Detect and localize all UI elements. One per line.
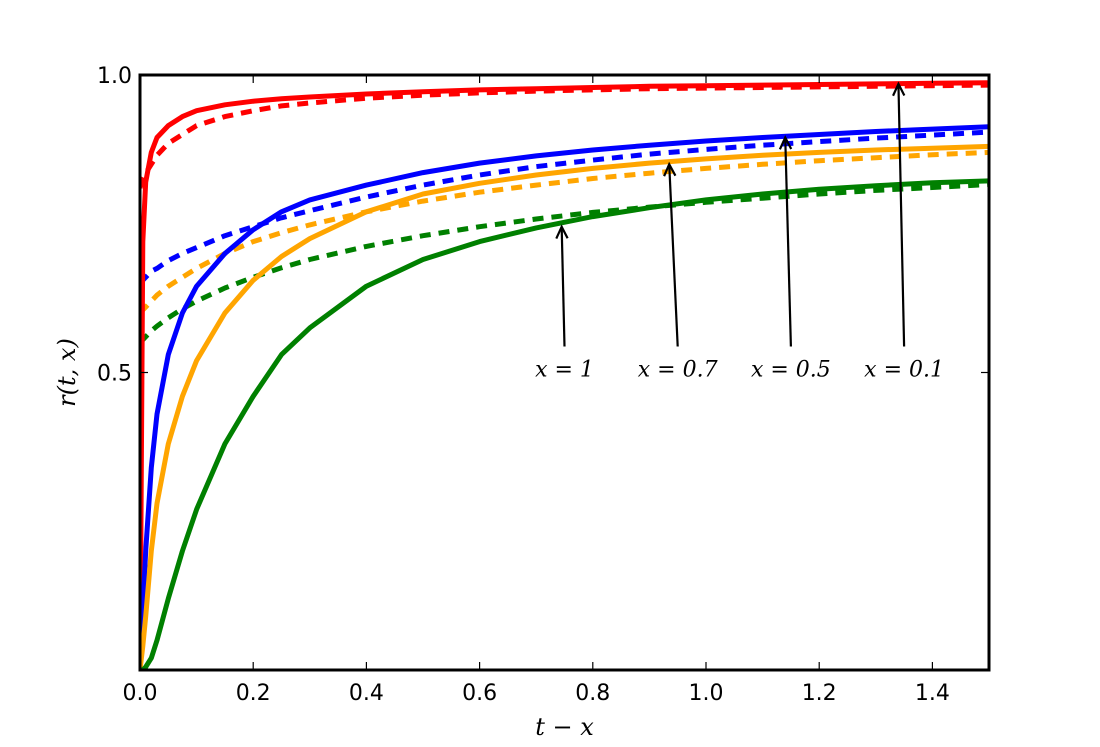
annotation-arrow-shaft — [897, 83, 906, 347]
x-axis-label: t − x — [535, 713, 594, 741]
series-line-x01_solid — [140, 80, 989, 670]
series-layer — [140, 80, 989, 670]
annotation-arrow-shaft — [784, 137, 792, 347]
x-tick-label: 1.0 — [689, 681, 724, 706]
x-tick-label: 0.8 — [575, 681, 610, 706]
annotation-label: x = 0.1 — [864, 358, 944, 383]
series-line-x1_dashed — [140, 182, 989, 345]
annotation-label: x = 0.7 — [638, 358, 718, 383]
series-line-x05_solid — [140, 124, 989, 670]
x-tick-label: 0.6 — [462, 681, 497, 706]
annotation-arrow-head — [892, 81, 906, 97]
x-tick-label: 0.0 — [123, 681, 158, 706]
y-axis-label: r(t, x) — [53, 338, 81, 407]
series-line-x07_dashed — [140, 149, 989, 315]
annotation-layer: x = 1 x = 0.7 x = 0.5 x = 0.1 — [535, 81, 944, 383]
annotation-arrow-head — [778, 134, 793, 150]
series-line-x1_solid — [140, 178, 989, 670]
x-tick-label: 1.2 — [802, 681, 837, 706]
annotation-arrow-head — [663, 161, 677, 177]
annotation-arrow-head — [555, 224, 569, 240]
annotation-label: x = 0.5 — [751, 358, 831, 383]
series-line-x05_dashed — [140, 129, 989, 286]
annotation-label: x = 1 — [535, 358, 594, 383]
tick-layer: 0.0 0.2 0.4 0.6 0.8 1.0 1.2 1.4 0.5 1.0 — [97, 64, 989, 706]
x-tick-label: 0.2 — [236, 681, 271, 706]
annotation-arrow-shaft — [560, 226, 566, 347]
y-tick-label: 1.0 — [97, 64, 132, 89]
y-tick-label: 0.5 — [97, 362, 132, 387]
series-line-x07_solid — [140, 143, 989, 670]
x-tick-label: 0.4 — [349, 681, 384, 706]
x-tick-label: 1.4 — [915, 681, 950, 706]
annotation-arrow-shaft — [668, 164, 679, 347]
